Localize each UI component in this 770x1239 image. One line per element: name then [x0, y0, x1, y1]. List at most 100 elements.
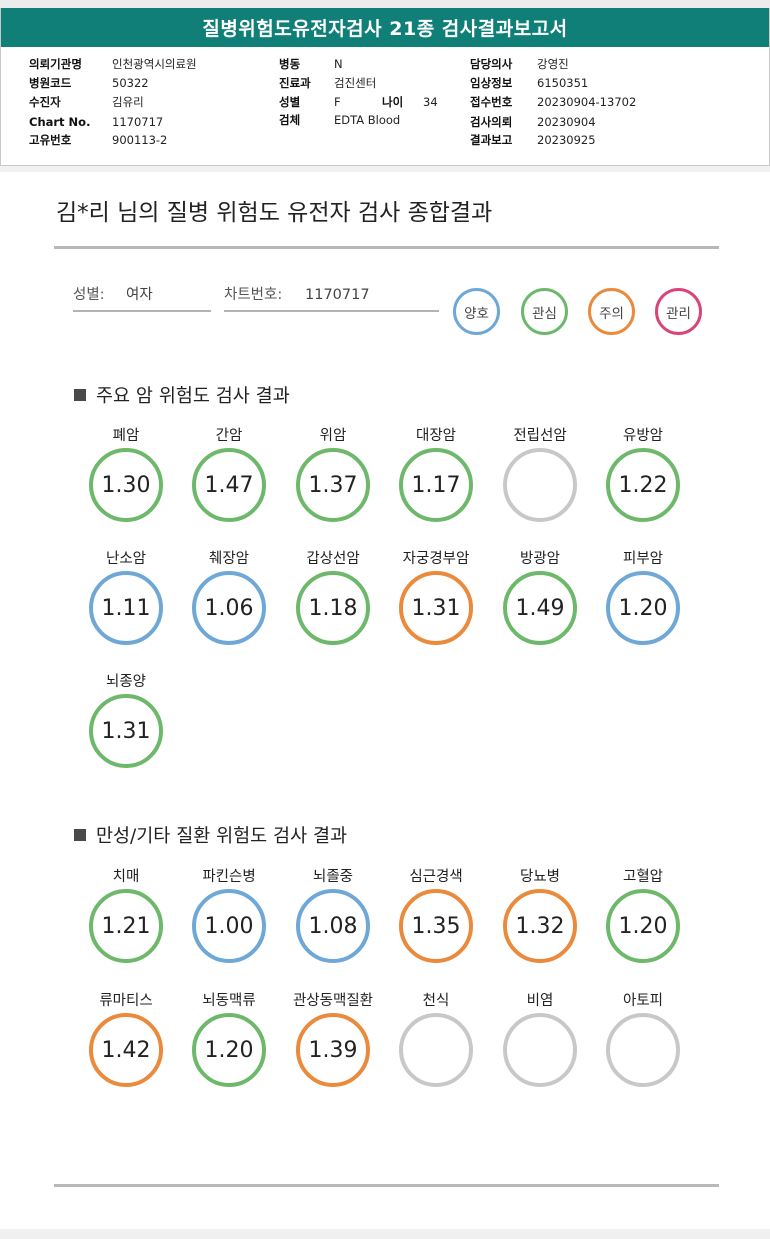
department-label: 진료과	[279, 76, 311, 90]
request-date-value: 20230904	[537, 115, 596, 129]
institution-value: 인천광역시의료원	[112, 57, 197, 71]
report-info-box: 질병위험도유전자검사 21종 검사결과보고서 의뢰기관명 인천광역시의료원 병동…	[0, 8, 770, 166]
sex-field-label: 성별:	[73, 287, 105, 303]
chart-field: 차트번호: 1170717	[224, 285, 439, 312]
title-divider	[54, 246, 719, 249]
specimen-value: EDTA Blood	[334, 113, 401, 127]
risk-score-ring: 1.35	[399, 889, 473, 963]
risk-item-name: 고혈압	[622, 869, 664, 885]
sex-field-value: 여자	[126, 287, 153, 303]
sex-value: F	[334, 95, 341, 109]
legend-interest: 관심	[521, 288, 568, 335]
risk-score-ring: 1.20	[606, 889, 680, 963]
bottom-divider	[54, 1184, 719, 1187]
risk-item-name: 파킨슨병	[202, 869, 256, 885]
risk-item-name: 전립선암	[513, 428, 567, 444]
info-row-3: 수진자 김유리 성별 F 나이 34 접수번호 20230904-13702	[1, 93, 770, 111]
section-cancer-title-text: 주요 암 위험도 검사 결과	[96, 386, 290, 407]
bottom-band	[0, 1229, 770, 1239]
risk-item-name: 천식	[422, 993, 450, 1009]
hospital-code-label: 병원코드	[29, 76, 72, 90]
chart-no-value: 1170717	[112, 115, 164, 129]
receipt-no-label: 접수번호	[470, 95, 513, 109]
summary-title: 김*리 님의 질병 위험도 유전자 검사 종합결과	[56, 200, 493, 226]
section-chronic-title-text: 만성/기타 질환 위험도 검사 결과	[96, 826, 348, 847]
risk-score-ring: 1.42	[89, 1013, 163, 1087]
legend-manage: 관리	[655, 288, 702, 335]
risk-score-ring: 1.49	[503, 571, 577, 645]
patient-label: 수진자	[29, 95, 61, 109]
risk-score-ring	[503, 448, 577, 522]
age-label: 나이	[382, 95, 404, 109]
report-date-value: 20230925	[537, 133, 596, 147]
ward-value: N	[334, 57, 343, 71]
risk-score-ring: 1.22	[606, 448, 680, 522]
section-bullet-icon	[74, 389, 86, 401]
risk-score-ring: 1.11	[89, 571, 163, 645]
risk-score-ring: 1.32	[503, 889, 577, 963]
risk-score-ring: 1.31	[89, 694, 163, 768]
info-row-2: 병원코드 50322 진료과 검진센터 임상정보 6150351	[1, 74, 770, 92]
risk-score-ring	[606, 1013, 680, 1087]
risk-item-name: 폐암	[112, 428, 140, 444]
risk-item-name: 방광암	[519, 551, 561, 567]
risk-item-name: 뇌종양	[105, 674, 147, 690]
risk-score-ring: 1.39	[296, 1013, 370, 1087]
risk-item-name: 위암	[319, 428, 347, 444]
hospital-code-value: 50322	[112, 76, 149, 90]
legend-caution: 주의	[588, 288, 635, 335]
chart-field-value: 1170717	[305, 287, 370, 303]
report-title: 질병위험도유전자검사 21종 검사결과보고서	[1, 8, 769, 47]
legend-good: 양호	[453, 288, 500, 335]
risk-score-ring: 1.06	[192, 571, 266, 645]
risk-item-name: 자궁경부암	[402, 551, 470, 567]
chart-field-label: 차트번호:	[224, 287, 283, 303]
risk-item-name: 뇌졸중	[312, 869, 354, 885]
top-strip	[0, 0, 770, 8]
divider-band	[0, 166, 770, 172]
clinical-info-label: 임상정보	[470, 76, 513, 90]
section-chronic-title: 만성/기타 질환 위험도 검사 결과	[74, 822, 347, 848]
unique-no-label: 고유번호	[29, 133, 72, 147]
patient-value: 김유리	[112, 95, 144, 109]
risk-score-ring: 1.00	[192, 889, 266, 963]
risk-item-name: 대장암	[415, 428, 457, 444]
risk-score-ring: 1.17	[399, 448, 473, 522]
risk-item-name: 류마티스	[99, 993, 153, 1009]
risk-item-name: 치매	[112, 869, 140, 885]
request-date-label: 검사의뢰	[470, 115, 513, 129]
specimen-label: 검체	[279, 113, 301, 127]
doctor-label: 담당의사	[470, 57, 513, 71]
risk-score-ring: 1.31	[399, 571, 473, 645]
risk-score-ring: 1.08	[296, 889, 370, 963]
unique-no-value: 900113-2	[112, 133, 168, 147]
sex-field: 성별: 여자	[73, 285, 211, 312]
report-date-label: 결과보고	[470, 133, 513, 147]
risk-item-name: 비염	[526, 993, 554, 1009]
sex-label: 성별	[279, 95, 301, 109]
doctor-value: 강영진	[537, 57, 569, 71]
risk-item-name: 췌장암	[208, 551, 250, 567]
info-row-5: 고유번호 900113-2 결과보고 20230925	[1, 131, 770, 149]
section-bullet-icon	[74, 829, 86, 841]
risk-item-name: 난소암	[105, 551, 147, 567]
risk-score-ring: 1.21	[89, 889, 163, 963]
risk-score-ring	[503, 1013, 577, 1087]
receipt-no-value: 20230904-13702	[537, 95, 637, 109]
risk-score-ring: 1.18	[296, 571, 370, 645]
ward-label: 병동	[279, 57, 301, 71]
risk-score-ring: 1.37	[296, 448, 370, 522]
risk-score-ring	[399, 1013, 473, 1087]
risk-item-name: 심근경색	[409, 869, 463, 885]
institution-label: 의뢰기관명	[29, 57, 82, 71]
risk-item-name: 관상동맥질환	[292, 993, 374, 1009]
clinical-info-value: 6150351	[537, 76, 589, 90]
section-cancer-title: 주요 암 위험도 검사 결과	[74, 382, 290, 408]
risk-item-name: 아토피	[622, 993, 664, 1009]
department-value: 검진센터	[334, 76, 377, 90]
risk-item-name: 간암	[215, 428, 243, 444]
chart-no-label: Chart No.	[29, 115, 91, 129]
risk-item-name: 당뇨병	[519, 869, 561, 885]
age-value: 34	[423, 95, 438, 109]
risk-score-ring: 1.47	[192, 448, 266, 522]
